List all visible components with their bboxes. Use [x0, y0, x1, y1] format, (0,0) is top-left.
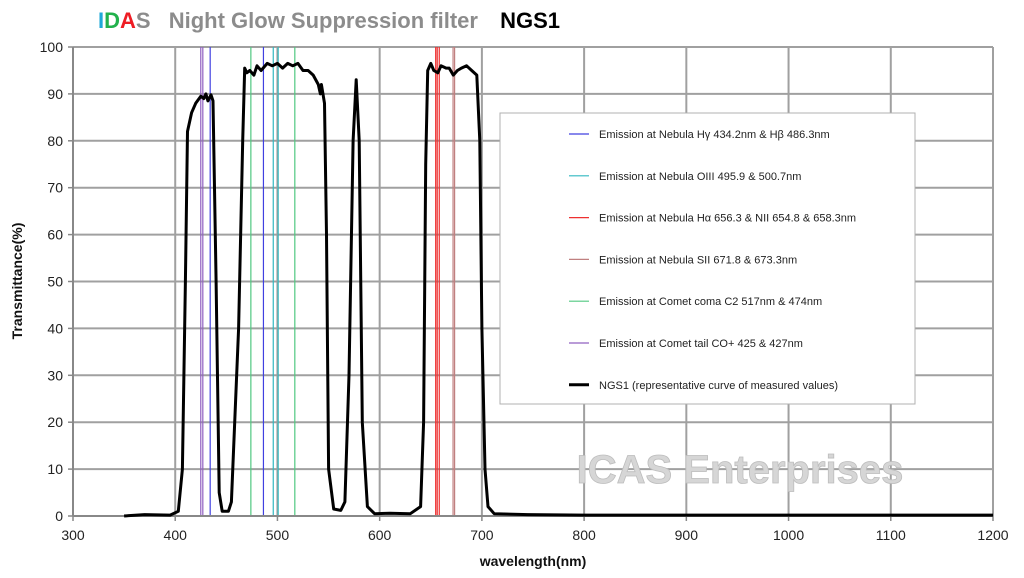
y-tick-label: 50 — [47, 274, 63, 290]
brand-letter-d: D — [104, 8, 121, 33]
y-tick-label: 70 — [47, 180, 63, 196]
title-text: Night Glow Suppression filter — [168, 8, 478, 33]
x-tick-label: 1200 — [977, 527, 1008, 543]
legend-box — [499, 112, 916, 405]
legend-label: NGS1 (representative curve of measured v… — [599, 380, 838, 392]
x-tick-label: 300 — [61, 527, 85, 543]
chart-title: IDAS Night Glow Suppression filter NGS1 — [98, 8, 560, 40]
y-tick-label: 90 — [47, 86, 63, 102]
emission-lines — [200, 47, 456, 516]
brand-letter-i: I — [98, 8, 105, 33]
legend-label: Emission at Comet coma C2 517nm & 474nm — [599, 296, 822, 308]
brand-letter-a: A — [120, 8, 136, 33]
legend: Emission at Nebula Hγ 434.2nm & Hβ 486.3… — [499, 112, 916, 405]
x-tick-label: 1000 — [773, 527, 804, 543]
y-tick-label: 20 — [47, 414, 63, 430]
legend-label: Emission at Comet tail CO+ 425 & 427nm — [599, 338, 803, 350]
y-axis-title: Transmittance(%) — [9, 223, 25, 340]
y-tick-label: 40 — [47, 320, 63, 336]
x-tick-label: 500 — [266, 527, 290, 543]
y-tick-label: 80 — [47, 133, 63, 149]
x-tick-label: 400 — [164, 527, 188, 543]
legend-label: Emission at Nebula OIII 495.9 & 500.7nm — [599, 171, 801, 183]
y-tick-label: 30 — [47, 367, 63, 383]
legend-label: Emission at Nebula SII 671.8 & 673.3nm — [599, 254, 797, 266]
legend-label: Emission at Nebula Hγ 434.2nm & Hβ 486.3… — [599, 129, 830, 141]
y-tick-label: 0 — [55, 508, 63, 524]
watermark: ICAS Enterprises — [577, 448, 904, 492]
x-tick-label: 1100 — [876, 527, 906, 543]
model-name: NGS1 — [500, 8, 561, 33]
ngs1-transmittance-curve — [123, 61, 993, 518]
x-axis-title: wavelength(nm) — [479, 553, 587, 569]
x-tick-label: 700 — [470, 527, 494, 543]
y-tick-label: 60 — [47, 227, 63, 243]
brand-letter-s: S — [135, 8, 151, 33]
x-tick-label: 900 — [675, 527, 699, 543]
x-tick-label: 600 — [368, 527, 392, 543]
x-tick-label: 800 — [572, 527, 596, 543]
y-tick-label: 10 — [47, 461, 63, 477]
legend-label: Emission at Nebula Hα 656.3 & NII 654.8 … — [599, 213, 856, 225]
y-tick-label: 100 — [40, 39, 64, 55]
